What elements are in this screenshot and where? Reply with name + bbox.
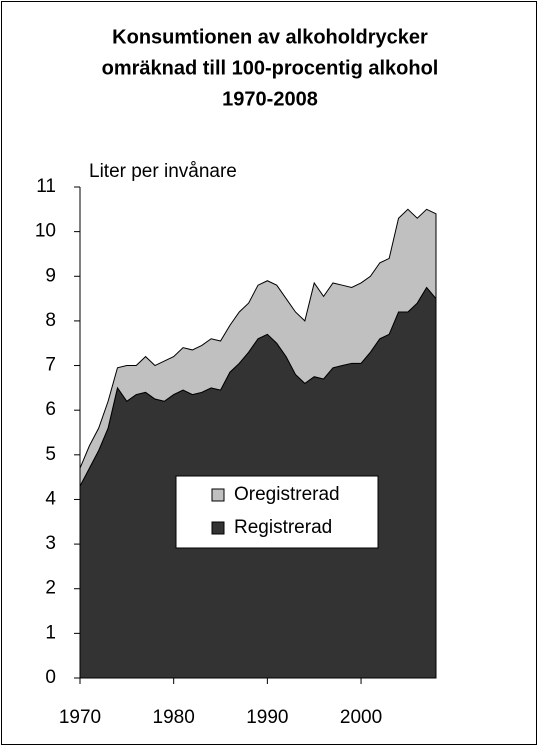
legend-swatch [211, 521, 225, 535]
x-tick-label: 1980 [153, 707, 195, 728]
y-tick-label: 7 [45, 355, 56, 376]
y-tick-label: 9 [45, 265, 56, 286]
chart-title: Konsumtionen av alkoholdrycker [112, 26, 428, 48]
legend-label: Oregistrerad [234, 484, 340, 505]
y-tick-label: 11 [36, 176, 56, 197]
x-tick-label: 1990 [246, 707, 288, 728]
y-tick-label: 4 [45, 488, 56, 509]
x-tick-label: 1970 [59, 707, 101, 728]
y-axis-label: Liter per invånare [89, 161, 237, 182]
x-tick-label: 2000 [340, 707, 382, 728]
legend-swatch [211, 488, 225, 502]
chart-title: omräknad till 100-procentig alkohol [102, 57, 439, 79]
y-tick-label: 8 [45, 310, 56, 331]
y-tick-label: 1 [45, 622, 56, 643]
legend-label: Registrerad [234, 517, 332, 538]
y-tick-label: 10 [35, 221, 56, 242]
y-tick-label: 5 [45, 444, 56, 465]
legend-box [175, 475, 379, 549]
y-tick-label: 2 [45, 578, 56, 599]
y-tick-label: 6 [45, 399, 56, 420]
chart-title: 1970-2008 [222, 88, 318, 110]
y-tick-label: 0 [45, 667, 56, 688]
y-tick-label: 3 [45, 533, 56, 554]
area [79, 208, 437, 487]
